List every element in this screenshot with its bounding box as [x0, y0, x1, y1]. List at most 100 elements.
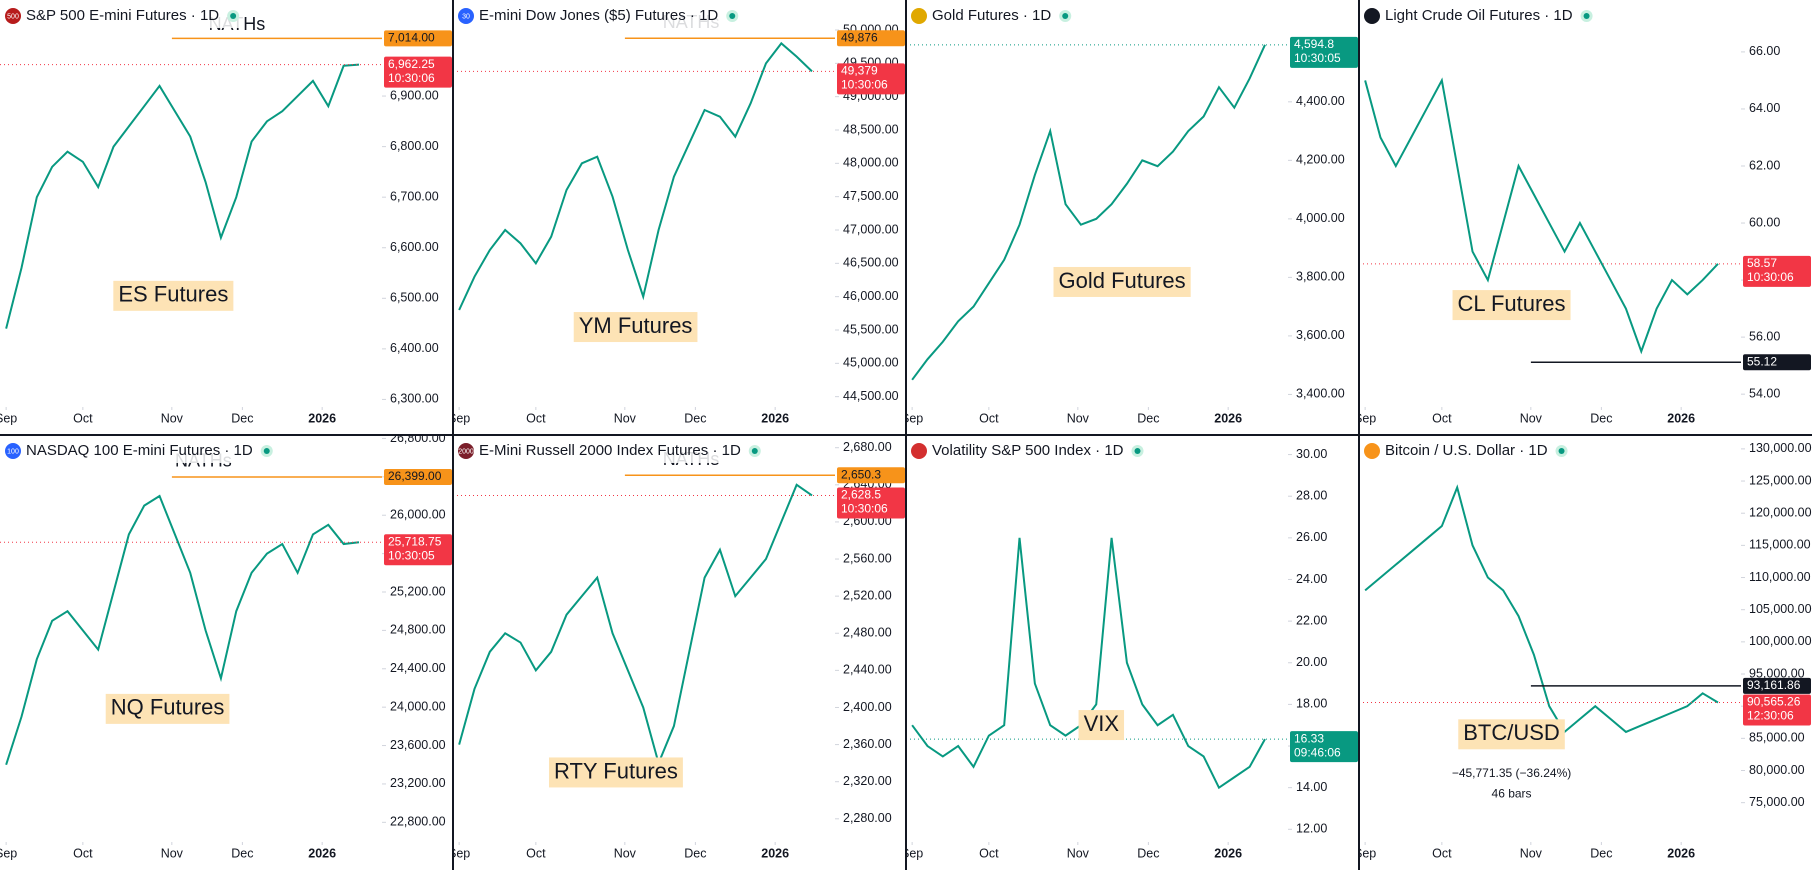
- price-line: [911, 44, 1266, 381]
- countdown-label: 12:30:06: [1747, 709, 1794, 723]
- y-tick-label: 47,000.00: [843, 222, 899, 236]
- last-price-badge: [1290, 36, 1358, 68]
- y-tick-label: 24,400.00: [390, 661, 446, 675]
- y-tick-label: 4,400.00: [1296, 94, 1345, 108]
- y-tick-label: 56.00: [1749, 329, 1780, 343]
- status-dot: [1558, 448, 1565, 454]
- status-dot: [1583, 13, 1590, 19]
- y-tick-label: 6,800.00: [390, 139, 439, 153]
- y-tick-label: 28.00: [1296, 489, 1327, 503]
- y-tick-label: 2,280.00: [843, 811, 892, 825]
- panel-bg: [906, 0, 1359, 435]
- price-badge-label: 2,650.3: [841, 467, 881, 481]
- x-tick-label: Oct: [1432, 846, 1452, 860]
- x-tick-label: Sep: [0, 411, 17, 425]
- y-tick-label: 26,000.00: [390, 508, 446, 522]
- title-bg: [453, 439, 765, 463]
- price-badge: [384, 30, 452, 47]
- x-tick-label: Oct: [526, 411, 546, 425]
- x-tick-label: Nov: [161, 411, 184, 425]
- y-tick-label: 14.00: [1296, 780, 1327, 794]
- symbol-icon: [5, 443, 21, 459]
- status-dot: [729, 13, 736, 19]
- price-line: [458, 41, 813, 311]
- price-badge-label: 55.12: [1747, 354, 1777, 368]
- y-tick-label: 22.00: [1296, 613, 1327, 627]
- title-bg: [906, 439, 1148, 463]
- y-tick-label: 2,360.00: [843, 737, 892, 751]
- y-tick-label: 75,000.00: [1749, 795, 1805, 809]
- price-badge-label: 26,399.00: [388, 469, 442, 483]
- x-tick-label: 2026: [1667, 411, 1695, 425]
- x-tick-label: Nov: [1067, 846, 1090, 860]
- y-tick-label: 23,200.00: [390, 776, 446, 790]
- y-tick-label: 24,800.00: [390, 623, 446, 637]
- last-price-label: 90,565.26: [1747, 695, 1801, 709]
- panel-bg: [453, 0, 906, 435]
- y-tick-label: 64.00: [1749, 101, 1780, 115]
- annotation-bg: [1053, 266, 1191, 297]
- title-bg: [0, 4, 244, 28]
- y-tick-label: 105,000.00: [1749, 602, 1812, 616]
- y-tick-label: 2,480.00: [843, 626, 892, 640]
- price-badge: [1743, 354, 1811, 371]
- x-tick-label: Dec: [684, 411, 706, 425]
- x-tick-label: 2026: [761, 846, 789, 860]
- y-tick-label: 2,440.00: [843, 663, 892, 677]
- y-tick-label: 120,000.00: [1749, 506, 1812, 520]
- x-tick-label: Nov: [1520, 411, 1543, 425]
- chart-panel: 2,280.00 2,320.00 2,360.00 2,400.00 2,440.00…: [453, 435, 906, 870]
- chart-title: NASDAQ 100 E-mini Futures · 1D: [26, 442, 253, 459]
- y-tick-label: 44,500.00: [843, 389, 899, 403]
- x-tick-label: Dec: [684, 846, 706, 860]
- title-bg: [453, 4, 743, 28]
- y-tick-label: 26.00: [1296, 530, 1327, 544]
- annotation-bg: [105, 693, 230, 724]
- symbol-icon-label: 30: [462, 13, 470, 20]
- y-tick-label: 110,000.00: [1749, 570, 1811, 584]
- last-price-label: 6,962.25: [388, 57, 435, 71]
- y-tick-label: 25,200.00: [390, 584, 446, 598]
- y-tick-label: 54.00: [1749, 386, 1780, 400]
- price-badge: [384, 468, 452, 485]
- y-tick-label: 3,400.00: [1296, 387, 1345, 401]
- chart-title: Bitcoin / U.S. Dollar · 1D: [1385, 442, 1548, 459]
- x-tick-label: Dec: [1137, 846, 1159, 860]
- status-dot: [263, 448, 270, 454]
- y-tick-label: 45,000.00: [843, 356, 899, 370]
- title-bg: [906, 4, 1076, 28]
- y-tick-label: 3,600.00: [1296, 328, 1345, 342]
- status-dot: [1134, 448, 1141, 454]
- chart-title: E-Mini Russell 2000 Index Futures · 1D: [479, 442, 741, 459]
- y-tick-label: 66.00: [1749, 44, 1780, 58]
- annotation: YM Futures: [579, 313, 693, 338]
- chart-panel: 3,400.00 3,600.00 3,800.00 4,000.00 4,200.00…: [906, 0, 1359, 435]
- chart-title: Light Crude Oil Futures · 1D: [1385, 7, 1573, 24]
- last-price-label: 4,594.8: [1294, 37, 1334, 51]
- annotation: Gold Futures: [1059, 268, 1186, 293]
- countdown-label: 10:30:06: [841, 502, 888, 516]
- last-price-label: 58.57: [1747, 256, 1777, 270]
- price-line: [5, 63, 360, 329]
- x-tick-label: Dec: [1590, 411, 1612, 425]
- x-tick-label: Nov: [614, 846, 637, 860]
- y-tick-label: 2,680.00: [843, 440, 892, 454]
- annotation-bg: [113, 280, 234, 311]
- symbol-icon: [5, 8, 21, 24]
- symbol-icon-label: 500: [7, 13, 19, 20]
- y-tick-label: 20.00: [1296, 655, 1327, 669]
- y-tick-label: 46,500.00: [843, 256, 899, 270]
- x-tick-label: Sep: [448, 411, 470, 425]
- annotation: RTY Futures: [554, 758, 678, 783]
- x-tick-label: Nov: [614, 411, 637, 425]
- price-badge-label: 49,876: [841, 30, 878, 44]
- title-bg: [1359, 4, 1597, 28]
- last-price-badge: [384, 534, 452, 566]
- y-tick-label: 18.00: [1296, 697, 1327, 711]
- price-line: [1364, 484, 1719, 734]
- y-tick-label: 130,000.00: [1749, 441, 1812, 455]
- title-bg: [1359, 439, 1572, 463]
- y-tick-label: 24,000.00: [390, 699, 446, 713]
- y-tick-label: 100,000.00: [1749, 634, 1812, 648]
- x-tick-label: Dec: [1137, 411, 1159, 425]
